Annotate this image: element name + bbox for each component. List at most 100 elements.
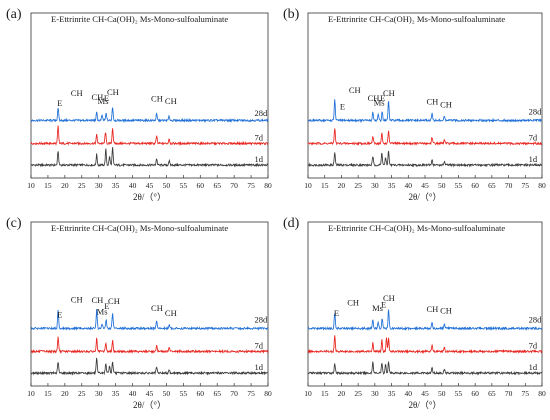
series-label-28d: 28d: [254, 315, 268, 325]
peak-annotation-ch: CH: [368, 93, 380, 103]
peak-annotation-ms: Ms: [374, 97, 385, 107]
x-tick-label: 40: [405, 181, 413, 190]
x-tick-label: 70: [505, 389, 513, 398]
x-tick-label: 55: [455, 181, 463, 190]
legend-text: E-Ettrinrite CH-Ca(OH)₂ Ms-Mono-sulfoalu…: [328, 223, 505, 233]
x-tick-label: 20: [338, 389, 346, 398]
plot-frame: [30, 12, 269, 179]
x-tick-label: 80: [264, 389, 272, 398]
plot-frame: [307, 12, 543, 179]
x-tick-label: 30: [95, 389, 103, 398]
x-tick-label: 50: [438, 181, 446, 190]
x-tick-label: 65: [488, 181, 496, 190]
x-tick-label: 45: [146, 389, 154, 398]
peak-annotation-ch: CH: [347, 297, 359, 307]
peak-annotation-ch: CH: [165, 96, 177, 106]
x-tick-label: 25: [354, 389, 362, 398]
x-tick-label: 50: [163, 389, 171, 398]
peak-annotation-e: E: [104, 301, 109, 311]
peak-annotation-ch: CH: [349, 85, 361, 95]
peak-annotation-e: E: [57, 98, 62, 108]
panel-label: (c): [6, 216, 22, 231]
x-tick-label: 65: [213, 181, 221, 190]
x-tick-label: 60: [471, 181, 479, 190]
panel-d: (d) E-Ettrinrite CH-Ca(OH)₂ Ms-Mono-sulfo…: [283, 216, 546, 410]
peak-annotation-e: E: [380, 93, 385, 103]
series-label-28d: 28d: [529, 107, 543, 117]
x-tick-label: 45: [421, 181, 429, 190]
x-axis-label: 2θ/（°）: [133, 400, 166, 410]
x-tick-label: 15: [321, 389, 329, 398]
x-tick-label: 35: [388, 181, 396, 190]
x-tick-label: 35: [112, 181, 120, 190]
x-tick-label: 75: [522, 181, 530, 190]
x-tick-label: 55: [455, 389, 463, 398]
x-tick-label: 40: [129, 389, 137, 398]
series-line-1d: [30, 357, 269, 376]
x-tick-label: 75: [522, 389, 530, 398]
peak-annotation-ch: CH: [71, 88, 83, 98]
peak-annotation-ch: CH: [383, 88, 395, 98]
x-tick-label: 65: [488, 389, 496, 398]
x-axis-label: 2θ/（°）: [409, 192, 442, 202]
x-tick-label: 60: [197, 389, 205, 398]
x-tick-label: 20: [338, 181, 346, 190]
series-label-7d: 7d: [254, 341, 263, 351]
x-tick-label: 20: [61, 181, 69, 190]
panel-a: (a) E-Ettrinrite CH-Ca(OH)₂ Ms-Mono-sulfo…: [6, 7, 272, 202]
series-label-1d: 1d: [254, 362, 263, 372]
series-line-1d: [307, 360, 543, 376]
peak-annotation-ch: CH: [440, 305, 452, 315]
panel-label: (b): [283, 7, 300, 22]
legend-text: E-Ettrinrite CH-Ca(OH)₂ Ms-Mono-sulfoalu…: [328, 14, 505, 24]
x-tick-label: 10: [304, 389, 312, 398]
series-label-1d: 1d: [529, 362, 538, 372]
x-tick-label: 75: [247, 181, 255, 190]
x-tick-label: 15: [321, 181, 329, 190]
x-tick-label: 30: [95, 181, 103, 190]
peak-annotation-ms: Ms: [372, 303, 383, 313]
peak-annotation-ch: CH: [151, 303, 163, 313]
plot-frame: [307, 221, 543, 387]
x-tick-label: 55: [180, 181, 188, 190]
series-line-28d: [307, 99, 543, 123]
x-axis-label: 2θ/（°）: [409, 400, 442, 410]
x-tick-label: 60: [197, 181, 205, 190]
legend-text: E-Ettrinrite CH-Ca(OH)₂ Ms-Mono-sulfoalu…: [51, 14, 228, 24]
x-tick-label: 70: [230, 181, 238, 190]
x-axis-label: 2θ/（°）: [133, 192, 166, 202]
series-line-7d: [30, 125, 269, 146]
series-line-28d: [307, 309, 543, 331]
x-tick-label: 40: [129, 181, 137, 190]
x-tick-label: 25: [354, 181, 362, 190]
x-tick-label: 75: [247, 389, 255, 398]
plot-frame: [30, 221, 269, 387]
peak-annotation-e: E: [334, 308, 339, 318]
panel-c: (c) E-Ettrinrite CH-Ca(OH)₂ Ms-Mono-sulfo…: [6, 216, 272, 410]
series-label-7d: 7d: [254, 133, 263, 143]
x-tick-label: 10: [27, 181, 35, 190]
x-tick-label: 50: [163, 181, 171, 190]
peak-annotation-ms: Ms: [98, 96, 109, 106]
x-tick-label: 45: [146, 181, 154, 190]
x-tick-label: 80: [538, 181, 546, 190]
x-tick-label: 65: [213, 389, 221, 398]
x-tick-label: 30: [371, 181, 379, 190]
peak-annotation-ch: CH: [151, 94, 163, 104]
x-tick-label: 15: [44, 181, 52, 190]
series-label-7d: 7d: [529, 341, 538, 351]
peak-annotation-ch: CH: [71, 294, 83, 304]
x-tick-label: 70: [505, 181, 513, 190]
x-tick-label: 25: [78, 181, 86, 190]
x-tick-label: 10: [27, 389, 35, 398]
peak-annotation-ch: CH: [440, 99, 452, 109]
series-line-7d: [307, 335, 543, 355]
x-tick-label: 70: [230, 389, 238, 398]
peak-annotation-ch: CH: [383, 293, 395, 303]
peak-annotation-ch: CH: [107, 87, 119, 97]
series-line-1d: [30, 147, 269, 168]
legend-text: E-Ettrinrite CH-Ca(OH)₂ Ms-Mono-sulfoalu…: [51, 223, 228, 233]
x-tick-label: 45: [421, 389, 429, 398]
x-tick-label: 50: [438, 389, 446, 398]
